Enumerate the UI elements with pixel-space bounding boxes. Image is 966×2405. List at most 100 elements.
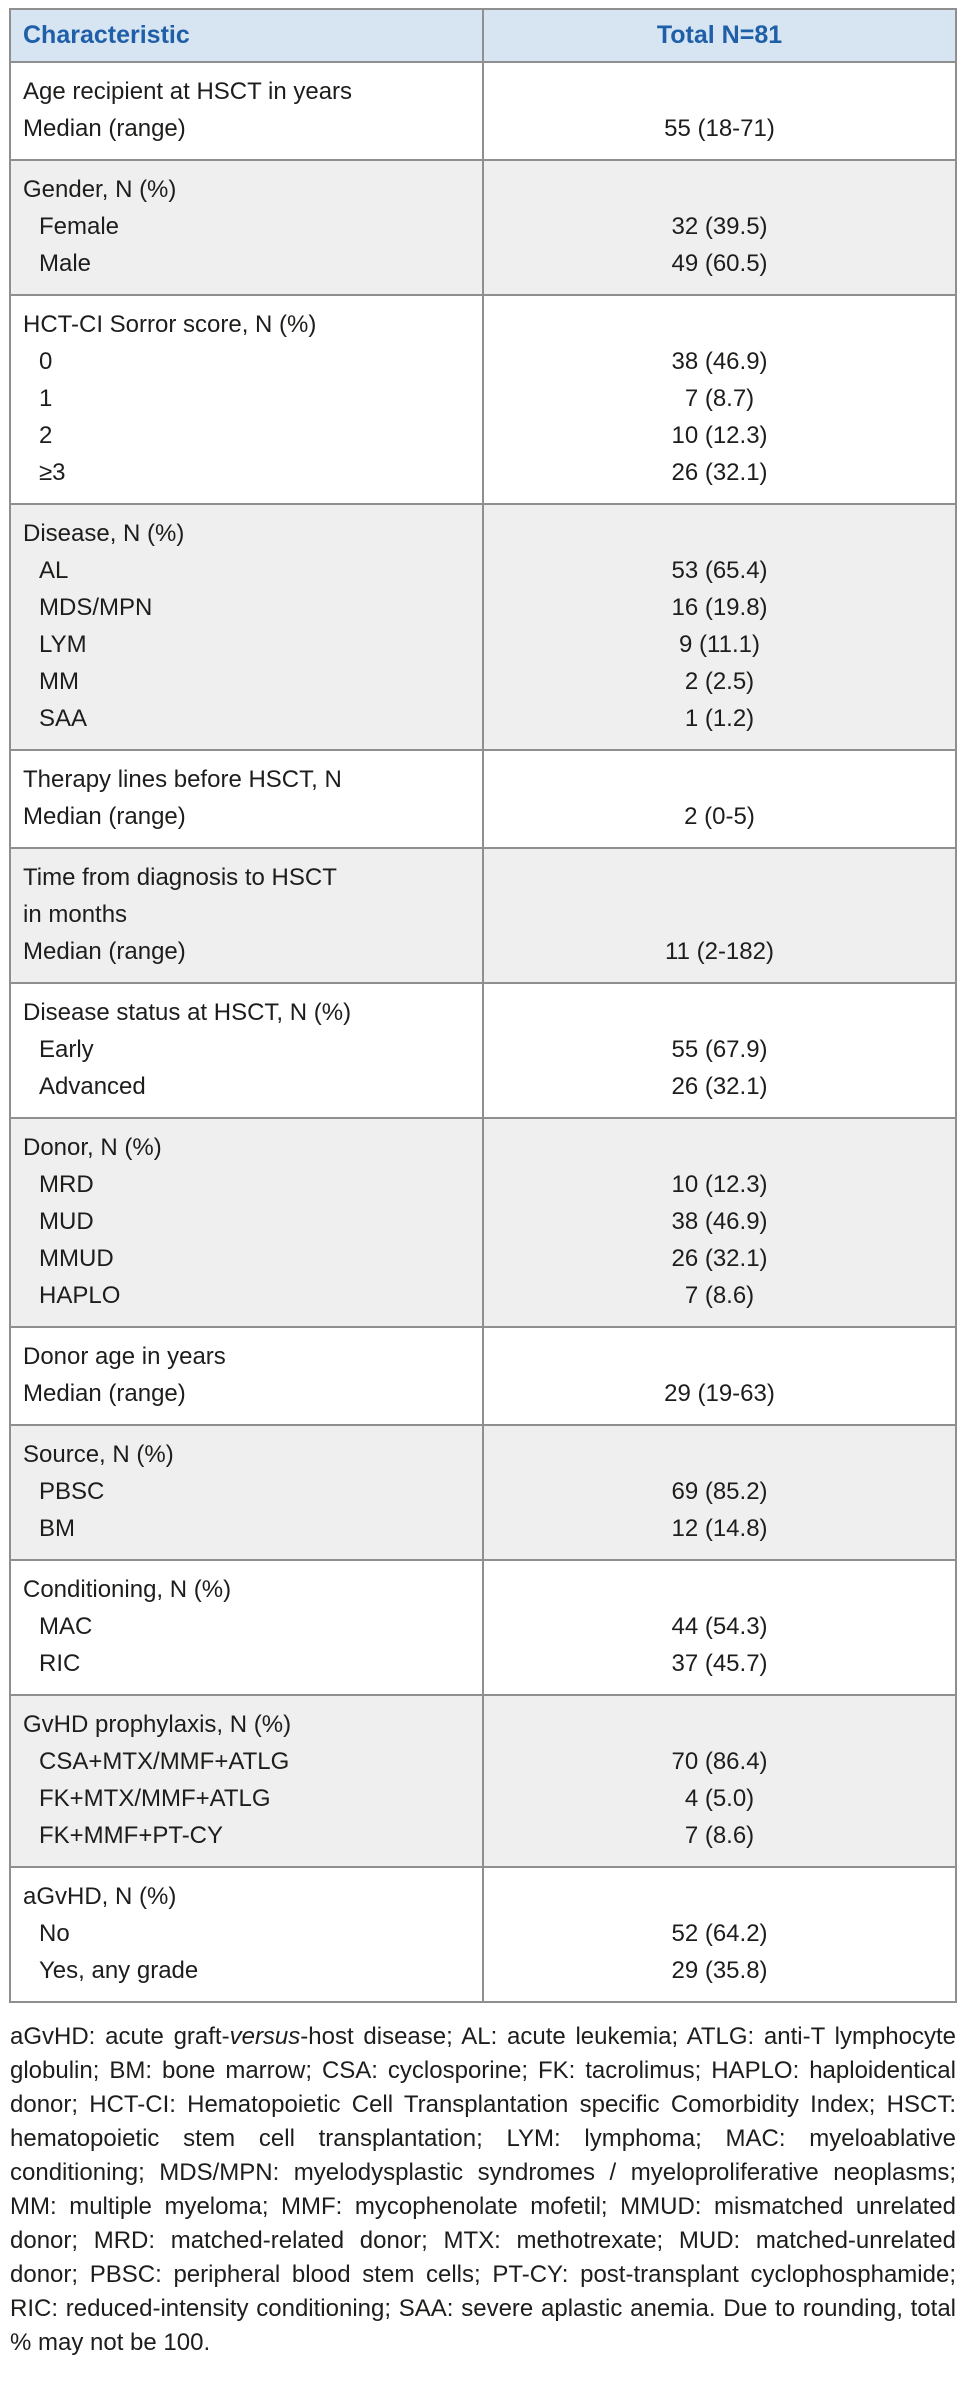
characteristic-label: 1 (39, 385, 53, 412)
characteristic-cell: Disease status at HSCT, N (%) Early Advanc… (9, 982, 484, 1119)
characteristic-label: 0 (39, 348, 53, 375)
value-label (490, 515, 949, 552)
value-label (490, 1338, 949, 1375)
table-row: Disease, N (%) AL MDS/MPN LYM MM SAA 53 (65.4)… (9, 503, 957, 751)
total-cell: 44 (54.3) 37 (45.7) (482, 1559, 957, 1696)
value-label: 10 (12.3) (671, 422, 768, 449)
value-label: 49 (60.5) (671, 250, 768, 277)
value-label: 4 (5.0) (684, 1785, 755, 1812)
total-cell: 55 (18-71) (482, 61, 957, 161)
total-cell: 2 (0-5) (482, 749, 957, 849)
footnote-italic-versus: versus (229, 2023, 301, 2050)
value-label: 32 (39.5) (671, 213, 768, 240)
characteristic-cell: Therapy lines before HSCT, N Median (rang… (9, 749, 484, 849)
characteristic-label: MUD (39, 1208, 94, 1235)
characteristic-label: Female (39, 213, 120, 240)
value-label: 29 (19-63) (664, 1380, 775, 1407)
characteristic-cell: Time from diagnosis to HSCT in months Medi… (9, 847, 484, 984)
value-label (490, 1878, 949, 1915)
value-label: 26 (32.1) (671, 459, 768, 486)
characteristic-label: FK+MMF+PT-CY (39, 1822, 224, 1849)
table-row: Donor age in years Median (range) 29 (19-6… (9, 1326, 957, 1426)
value-label: 69 (85.2) (671, 1478, 768, 1505)
value-label: 1 (1.2) (684, 705, 755, 732)
characteristic-cell: GvHD prophylaxis, N (%) CSA+MTX/MMF+ATLG F… (9, 1694, 484, 1868)
characteristic-label: Time from diagnosis to HSCT (23, 864, 337, 891)
characteristic-cell: aGvHD, N (%) No Yes, any grade (9, 1866, 484, 2003)
total-cell: 70 (86.4) 4 (5.0) 7 (8.6) (482, 1694, 957, 1868)
value-label: 26 (32.1) (671, 1073, 768, 1100)
value-label: 12 (14.8) (671, 1515, 768, 1542)
value-label (490, 73, 949, 110)
characteristic-label: Advanced (39, 1073, 146, 1100)
characteristic-label: Disease, N (%) (23, 520, 185, 547)
value-label: 26 (32.1) (671, 1245, 768, 1272)
table-body: Age recipient at HSCT in years Median (ra… (9, 61, 957, 2003)
characteristic-cell: Gender, N (%) Female Male (9, 159, 484, 296)
table-row: Conditioning, N (%) MAC RIC 44 (54.3) 37 (45… (9, 1559, 957, 1696)
column-header-total: Total N=81 (482, 8, 957, 63)
table-row: Source, N (%) PBSC BM 69 (85.2) 12 (14.8) (9, 1424, 957, 1561)
characteristic-label: ≥3 (39, 459, 66, 486)
value-label: 52 (64.2) (671, 1920, 768, 1947)
characteristic-label: Donor age in years (23, 1343, 226, 1370)
characteristic-label: Donor, N (%) (23, 1134, 162, 1161)
table-row: Gender, N (%) Female Male 32 (39.5) 49 (60.5… (9, 159, 957, 296)
table-row: GvHD prophylaxis, N (%) CSA+MTX/MMF+ATLG F… (9, 1694, 957, 1868)
value-label: 55 (18-71) (664, 115, 775, 142)
characteristic-label: CSA+MTX/MMF+ATLG (39, 1748, 290, 1775)
characteristic-label: Median (range) (23, 938, 186, 965)
total-cell: 53 (65.4) 16 (19.8) 9 (11.1) 2 (2.5) 1 (1.2) (482, 503, 957, 751)
total-cell: 69 (85.2) 12 (14.8) (482, 1424, 957, 1561)
table-header-row: Characteristic Total N=81 (9, 8, 957, 63)
total-cell: 38 (46.9) 7 (8.7) 10 (12.3) 26 (32.1) (482, 294, 957, 505)
table-row: Disease status at HSCT, N (%) Early Advanc… (9, 982, 957, 1119)
characteristic-label: No (39, 1920, 70, 1947)
value-label (490, 761, 949, 798)
value-label: 7 (8.7) (684, 385, 755, 412)
characteristic-label: MMUD (39, 1245, 114, 1272)
characteristic-label: PBSC (39, 1478, 105, 1505)
characteristic-cell: Conditioning, N (%) MAC RIC (9, 1559, 484, 1696)
characteristic-label: Disease status at HSCT, N (%) (23, 999, 352, 1026)
total-cell: 10 (12.3) 38 (46.9) 26 (32.1) 7 (8.6) (482, 1117, 957, 1328)
characteristic-label: 2 (39, 422, 53, 449)
value-label: 2 (0-5) (684, 803, 755, 830)
characteristic-label: BM (39, 1515, 75, 1542)
footnote: aGvHD: acute graft-versus-host disease; … (9, 2020, 957, 2360)
table-row: Therapy lines before HSCT, N Median (rang… (9, 749, 957, 849)
characteristic-label: HAPLO (39, 1282, 121, 1309)
total-cell: 29 (19-63) (482, 1326, 957, 1426)
characteristic-cell: Source, N (%) PBSC BM (9, 1424, 484, 1561)
characteristic-label: Conditioning, N (%) (23, 1576, 232, 1603)
characteristic-label: MM (39, 668, 79, 695)
characteristic-label: Therapy lines before HSCT, N (23, 766, 342, 793)
characteristic-label: Early (39, 1036, 94, 1063)
characteristic-label: MRD (39, 1171, 94, 1198)
characteristic-label: Gender, N (%) (23, 176, 177, 203)
characteristic-cell: HCT-CI Sorror score, N (%) 0 1 2 ≥3 (9, 294, 484, 505)
value-label: 38 (46.9) (671, 348, 768, 375)
value-label (490, 994, 949, 1031)
value-label (490, 1129, 949, 1166)
value-label: 7 (8.6) (684, 1282, 755, 1309)
total-cell: 32 (39.5) 49 (60.5) (482, 159, 957, 296)
table-row: aGvHD, N (%) No Yes, any grade 52 (64.2) 29 … (9, 1866, 957, 2003)
value-label: 7 (8.6) (684, 1822, 755, 1849)
characteristic-label: in months (23, 901, 128, 928)
value-label: 2 (2.5) (684, 668, 755, 695)
value-label: 16 (19.8) (671, 594, 768, 621)
value-label: 37 (45.7) (671, 1650, 768, 1677)
characteristic-label: MAC (39, 1613, 93, 1640)
characteristic-label: RIC (39, 1650, 81, 1677)
characteristic-cell: Age recipient at HSCT in years Median (ra… (9, 61, 484, 161)
table-row: HCT-CI Sorror score, N (%) 0 1 2 ≥3 38 (46.9)… (9, 294, 957, 505)
footnote-text-start: aGvHD: acute graft- (10, 2023, 230, 2050)
characteristic-label: Age recipient at HSCT in years (23, 78, 353, 105)
characteristic-label: aGvHD, N (%) (23, 1883, 177, 1910)
value-label: 55 (67.9) (671, 1036, 768, 1063)
value-label (490, 1706, 949, 1743)
characteristic-label: Median (range) (23, 115, 186, 142)
value-label (490, 306, 949, 343)
value-label (490, 896, 949, 933)
